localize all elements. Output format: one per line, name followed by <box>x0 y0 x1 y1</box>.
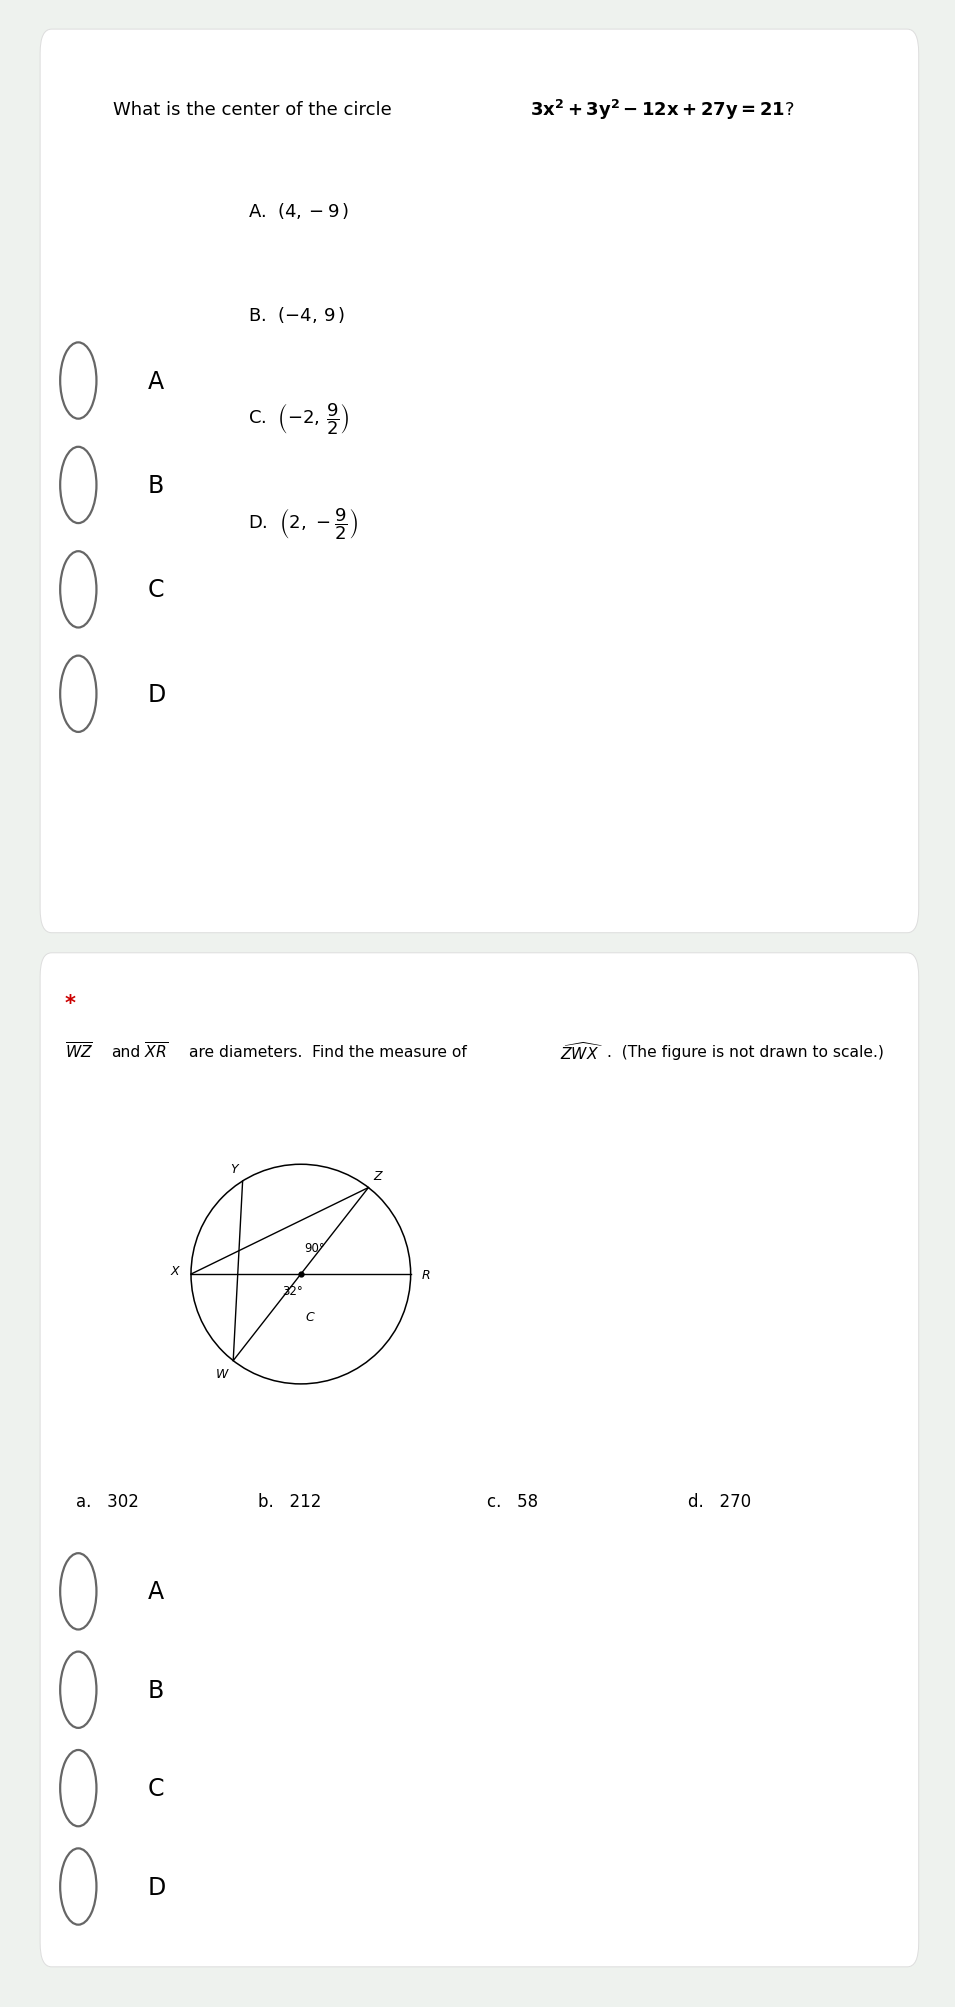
Text: are diameters.  Find the measure of: are diameters. Find the measure of <box>189 1044 467 1060</box>
Text: b.   212: b. 212 <box>258 1493 321 1509</box>
Text: $\overline{XR}$: $\overline{XR}$ <box>144 1042 168 1062</box>
Text: A.  $(4, -9\,)$: A. $(4, -9\,)$ <box>248 201 350 221</box>
Text: X: X <box>171 1264 180 1276</box>
Text: C.  $\left(-2,\,\dfrac{9}{2}\right)$: C. $\left(-2,\,\dfrac{9}{2}\right)$ <box>248 401 350 438</box>
Text: C: C <box>148 578 164 602</box>
Text: B: B <box>148 474 164 498</box>
Text: a.   302: a. 302 <box>76 1493 139 1509</box>
FancyBboxPatch shape <box>40 953 919 1967</box>
Text: $\mathbf{3x^2 + 3y^2 - 12x + 27y = 21}$?: $\mathbf{3x^2 + 3y^2 - 12x + 27y = 21}$? <box>530 98 795 122</box>
Text: $\overline{WZ}$: $\overline{WZ}$ <box>65 1042 94 1062</box>
Text: *: * <box>65 993 76 1014</box>
Text: D: D <box>148 1875 166 1899</box>
Text: Z: Z <box>373 1168 382 1182</box>
Text: and: and <box>111 1044 140 1060</box>
Text: D.  $\left(2,\,-\dfrac{9}{2}\right)$: D. $\left(2,\,-\dfrac{9}{2}\right)$ <box>248 506 358 542</box>
Text: C: C <box>148 1776 164 1800</box>
Text: Y: Y <box>230 1162 238 1176</box>
Text: A: A <box>148 369 164 393</box>
Text: $\widehat{ZWX}$: $\widehat{ZWX}$ <box>560 1042 603 1062</box>
Text: C: C <box>306 1311 314 1323</box>
Text: R: R <box>422 1268 431 1280</box>
Text: A: A <box>148 1580 164 1604</box>
Text: 32°: 32° <box>282 1284 303 1297</box>
Text: What is the center of the circle: What is the center of the circle <box>113 102 397 118</box>
Text: 90°: 90° <box>305 1242 326 1254</box>
Text: B.  $(-4,\, 9\,)$: B. $(-4,\, 9\,)$ <box>248 305 346 325</box>
Text: B: B <box>148 1678 164 1702</box>
Text: W: W <box>216 1367 228 1381</box>
Text: .  (The figure is not drawn to scale.): . (The figure is not drawn to scale.) <box>607 1044 884 1060</box>
Text: d.   270: d. 270 <box>688 1493 751 1509</box>
FancyBboxPatch shape <box>40 30 919 933</box>
Text: c.   58: c. 58 <box>487 1493 539 1509</box>
Text: D: D <box>148 682 166 706</box>
